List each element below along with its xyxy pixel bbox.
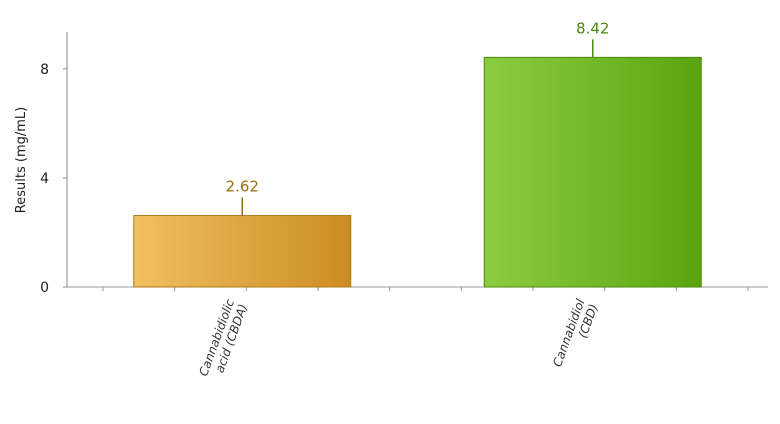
y-tick-label: 8 — [40, 62, 49, 78]
y-axis: 0 4 8 — [40, 32, 68, 296]
y-tick-label: 0 — [40, 280, 49, 296]
bar — [133, 215, 352, 288]
bars — [133, 56, 702, 288]
x-tick-label: Cannabidiol(CBD) — [550, 297, 601, 369]
y-tick-label: 4 — [40, 171, 49, 187]
y-axis-title: Results (mg/mL) — [14, 107, 29, 213]
data-label: 2.62 — [226, 178, 259, 196]
bar — [483, 56, 702, 288]
data-labels: 2.62 8.42 — [226, 19, 609, 216]
data-label: 8.42 — [576, 19, 609, 37]
